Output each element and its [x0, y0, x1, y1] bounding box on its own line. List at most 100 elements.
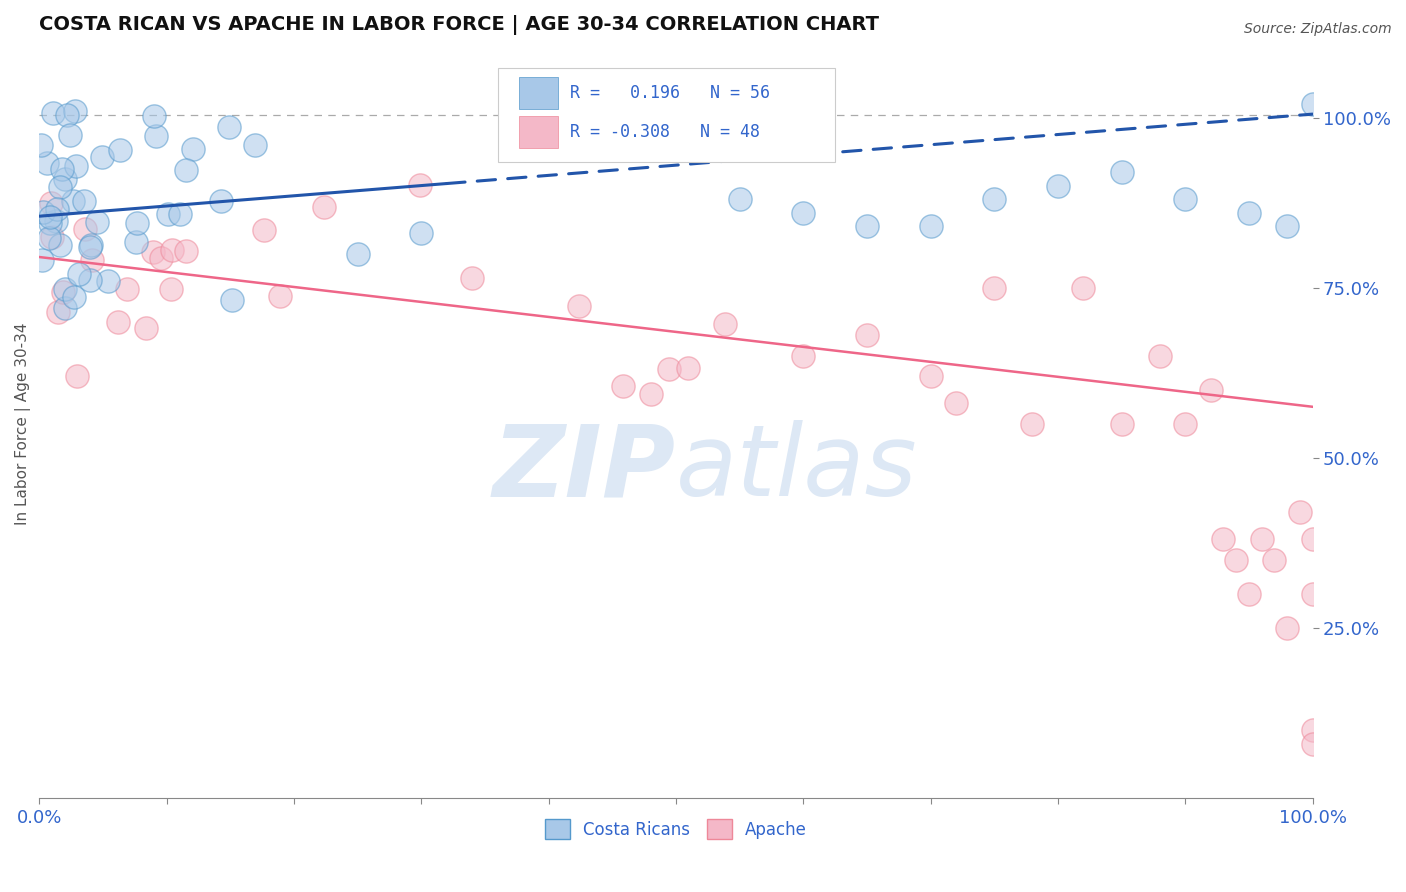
Point — [56, 108, 79, 122]
Point — [30, 138, 52, 153]
Text: R =   0.196   N = 56: R = 0.196 N = 56 — [571, 84, 770, 103]
Point — [209, 194, 232, 209]
Point — [1149, 349, 1171, 363]
Point — [856, 219, 879, 234]
Point — [169, 207, 191, 221]
Point — [792, 349, 814, 363]
Point — [142, 245, 165, 260]
Point — [45, 202, 67, 216]
Point — [346, 246, 368, 260]
Point — [983, 192, 1005, 206]
Point — [108, 143, 131, 157]
Point — [37, 156, 59, 170]
Point — [174, 244, 197, 258]
Point — [46, 305, 69, 319]
Point — [920, 369, 942, 384]
Point — [125, 235, 148, 249]
Point — [658, 361, 681, 376]
Point — [45, 214, 67, 228]
Point — [1174, 192, 1197, 206]
Point — [145, 129, 167, 144]
Point — [176, 163, 198, 178]
Y-axis label: In Labor Force | Age 30-34: In Labor Force | Age 30-34 — [15, 323, 31, 525]
Point — [65, 103, 87, 118]
Point — [312, 200, 335, 214]
Point — [49, 180, 72, 194]
Legend: Costa Ricans, Apache: Costa Ricans, Apache — [538, 813, 814, 846]
Point — [32, 204, 55, 219]
Point — [53, 301, 76, 315]
Point — [983, 280, 1005, 294]
Point — [51, 285, 73, 299]
Point — [1225, 553, 1247, 567]
Point — [856, 328, 879, 343]
Point — [676, 361, 699, 376]
Point — [31, 253, 53, 268]
Point — [408, 178, 430, 192]
FancyBboxPatch shape — [519, 78, 558, 109]
Point — [1302, 96, 1324, 111]
Point — [1212, 533, 1234, 547]
Point — [1046, 178, 1069, 193]
Point — [159, 282, 181, 296]
Point — [67, 268, 90, 282]
Point — [1302, 737, 1324, 751]
Point — [115, 282, 138, 296]
Point — [792, 206, 814, 220]
Point — [63, 290, 86, 304]
Text: Source: ZipAtlas.com: Source: ZipAtlas.com — [1244, 22, 1392, 37]
Point — [53, 282, 76, 296]
Point — [107, 316, 129, 330]
Point — [245, 137, 267, 152]
Point — [1021, 417, 1043, 431]
Point — [568, 299, 591, 313]
Point — [38, 231, 60, 245]
FancyBboxPatch shape — [519, 116, 558, 148]
Text: COSTA RICAN VS APACHE IN LABOR FORCE | AGE 30-34 CORRELATION CHART: COSTA RICAN VS APACHE IN LABOR FORCE | A… — [39, 15, 879, 35]
Point — [411, 226, 433, 240]
Point — [75, 222, 97, 236]
Point — [612, 378, 634, 392]
Point — [39, 210, 62, 224]
Point — [1302, 723, 1324, 737]
Point — [1302, 587, 1324, 601]
Point — [149, 251, 172, 265]
Point — [945, 396, 967, 410]
Point — [59, 128, 82, 142]
Point — [728, 192, 751, 206]
Point — [39, 196, 62, 211]
Point — [82, 253, 104, 268]
Point — [66, 368, 89, 383]
Point — [461, 271, 484, 285]
Point — [79, 238, 101, 252]
Point — [38, 216, 60, 230]
Point — [1111, 417, 1133, 431]
Point — [1237, 587, 1260, 601]
Point — [65, 159, 87, 173]
Point — [1289, 505, 1312, 519]
Point — [1174, 417, 1197, 431]
Point — [1250, 533, 1272, 547]
Point — [86, 215, 108, 229]
Point — [1199, 383, 1222, 397]
Point — [181, 142, 204, 156]
Point — [55, 171, 77, 186]
Point — [62, 194, 84, 209]
Point — [252, 223, 274, 237]
Point — [97, 274, 120, 288]
Point — [90, 150, 112, 164]
Point — [127, 216, 149, 230]
Text: R = -0.308   N = 48: R = -0.308 N = 48 — [571, 123, 761, 141]
Point — [1275, 219, 1298, 234]
Point — [920, 219, 942, 234]
Point — [714, 318, 737, 332]
Point — [156, 206, 179, 220]
Point — [135, 320, 157, 334]
Point — [42, 106, 65, 120]
Point — [221, 293, 243, 307]
Point — [1275, 621, 1298, 635]
Point — [73, 194, 96, 208]
Point — [142, 109, 165, 123]
Point — [640, 387, 662, 401]
Point — [218, 120, 240, 134]
